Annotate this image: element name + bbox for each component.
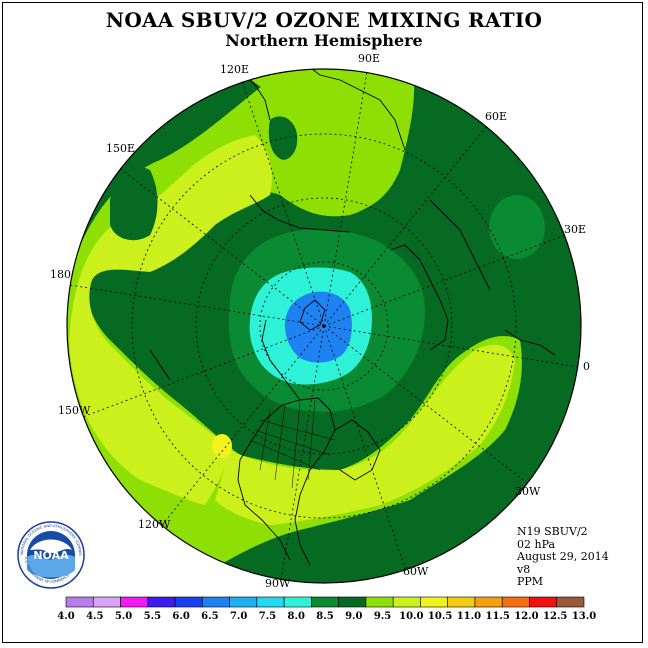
- field-dark-green-blob-150e: [110, 166, 158, 241]
- color-bar-swatch: [65, 596, 94, 608]
- info-block: N19 SBUV/2 02 hPa August 29, 2014 v8 PPM: [517, 525, 609, 589]
- map-title: NOAA SBUV/2 OZONE MIXING RATIO: [105, 8, 543, 32]
- color-bar-swatch: [447, 596, 476, 608]
- color-bar-label: 12.0: [514, 611, 538, 622]
- map-subtitle: Northern Hemisphere: [225, 31, 423, 50]
- color-bar: 4.0 4.5 5.0 5.5 6.0 6.5 7.0 7.5 8.0 8.5 9.0 9.5 10.0…: [57, 596, 596, 622]
- lon-label-60e: 60E: [485, 110, 507, 123]
- color-bar-swatch: [392, 596, 421, 608]
- lon-label-0: 0: [583, 360, 590, 373]
- info-satellite: N19 SBUV/2: [517, 525, 588, 538]
- info-date: August 29, 2014: [517, 550, 609, 563]
- info-units: PPM: [517, 575, 544, 588]
- color-bar-label: 11.5: [485, 611, 509, 622]
- coastlines: [149, 69, 556, 566]
- color-bar-swatch: [202, 596, 230, 608]
- color-bar-label: 4.5: [86, 611, 103, 622]
- color-bar-label: 8.0: [288, 611, 305, 622]
- lon-label-90e: 90E: [358, 52, 380, 65]
- color-bar-swatch: [256, 596, 285, 608]
- color-bar-label: 13.0: [572, 611, 596, 622]
- field-blue-pole: [284, 291, 352, 363]
- lon-label-30w: 30W: [515, 485, 541, 498]
- color-bar-swatch: [365, 596, 394, 608]
- color-bar-label: 8.5: [316, 611, 333, 622]
- info-version: v8: [517, 562, 531, 576]
- color-bar-label: 4.0: [57, 611, 74, 622]
- color-bar-label: 7.5: [259, 611, 276, 622]
- field-dark-green-blob-120e: [268, 116, 298, 160]
- field-yellow-patch: [212, 434, 232, 458]
- lon-label-180: 180: [50, 268, 71, 281]
- lon-label-150e: 150E: [106, 142, 135, 155]
- color-bar-label: 10.0: [399, 611, 423, 622]
- color-bar-label: 6.0: [172, 611, 189, 622]
- color-bar-label: 9.0: [345, 611, 362, 622]
- logo-text: NOAA: [33, 549, 69, 562]
- field-medium-green-blob-30e: [489, 195, 545, 259]
- lon-label-30e: 30E: [564, 223, 586, 236]
- color-bar-label: 10.5: [428, 611, 452, 622]
- us-state-lines: [249, 399, 336, 489]
- color-bar-label: 12.5: [543, 611, 567, 622]
- field-light-green-asia: [230, 69, 415, 215]
- map-border: [66, 68, 582, 584]
- color-bar-swatch: [92, 596, 121, 608]
- color-bar-swatch: [501, 596, 530, 608]
- color-bar-label: 6.5: [201, 611, 218, 622]
- color-bar-swatch: [174, 596, 203, 608]
- color-bar-swatch: [338, 596, 367, 608]
- color-bar-label: 7.0: [230, 611, 247, 622]
- color-bar-swatch: [229, 596, 258, 608]
- color-bar-swatch: [120, 596, 149, 608]
- color-bar-swatch: [529, 596, 558, 608]
- lon-label-150w: 150W: [58, 404, 91, 417]
- color-bar-swatch: [283, 596, 312, 608]
- graticule: [131, 133, 517, 519]
- lon-label-120e: 120E: [220, 63, 249, 76]
- meridians: [69, 71, 579, 580]
- color-bar-label: 9.5: [374, 611, 391, 622]
- color-bar-label: 5.0: [115, 611, 132, 622]
- color-bar-swatch: [147, 596, 176, 608]
- lon-label-120w: 120W: [138, 518, 171, 531]
- lon-label-90w: 90W: [265, 577, 291, 590]
- color-bar-swatch: [420, 596, 448, 608]
- noaa-logo: NOAA NATIONAL OCEANIC AND ATMOSPHERIC AD…: [14, 517, 86, 595]
- color-bar-swatch: [474, 596, 503, 608]
- color-bar-swatch: [556, 596, 585, 608]
- color-bar-swatch: [311, 596, 339, 608]
- info-pressure: 02 hPa: [517, 537, 556, 551]
- longitude-labels: 90E 60E 30E 0 30W 60W 90W 120W 150W 180 …: [50, 52, 590, 590]
- color-bar-label: 5.5: [144, 611, 161, 622]
- color-bar-label: 11.0: [457, 611, 481, 622]
- field-yellow-green-east: [215, 344, 515, 525]
- lon-label-60w: 60W: [403, 565, 429, 578]
